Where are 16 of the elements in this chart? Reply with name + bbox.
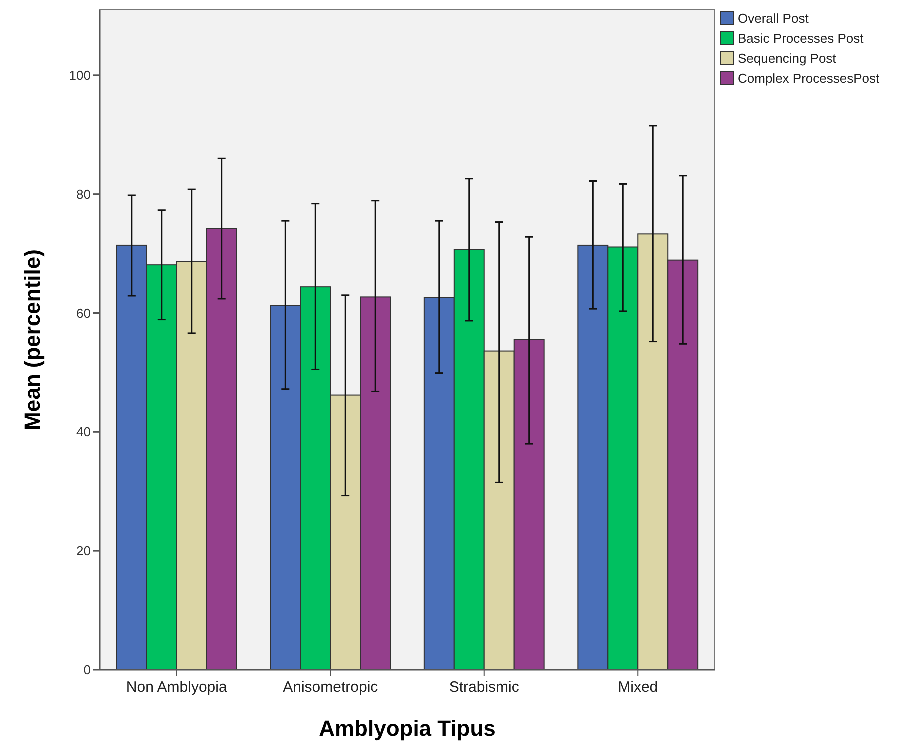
x-tick-label: Mixed (618, 679, 658, 696)
y-tick-label: 80 (76, 186, 91, 202)
legend-label: Complex ProcessesPost (738, 71, 880, 86)
legend-label: Basic Processes Post (738, 31, 864, 46)
x-axis-title: Amblyopia Tipus (319, 716, 496, 741)
x-tick-label: Strabismic (449, 679, 520, 696)
y-tick-label: 20 (76, 544, 91, 559)
y-axis-title: Mean (percentile) (20, 250, 45, 430)
legend-label: Sequencing Post (738, 51, 837, 66)
legend-label: Overall Post (738, 11, 810, 26)
x-tick-label: Anisometropic (283, 679, 379, 696)
x-tick-label: Non Amblyopia (126, 679, 228, 696)
y-tick-label: 40 (76, 424, 91, 440)
y-tick-label: 100 (69, 68, 91, 83)
y-tick-label: 0 (84, 662, 91, 678)
y-tick-label: 60 (76, 306, 91, 321)
